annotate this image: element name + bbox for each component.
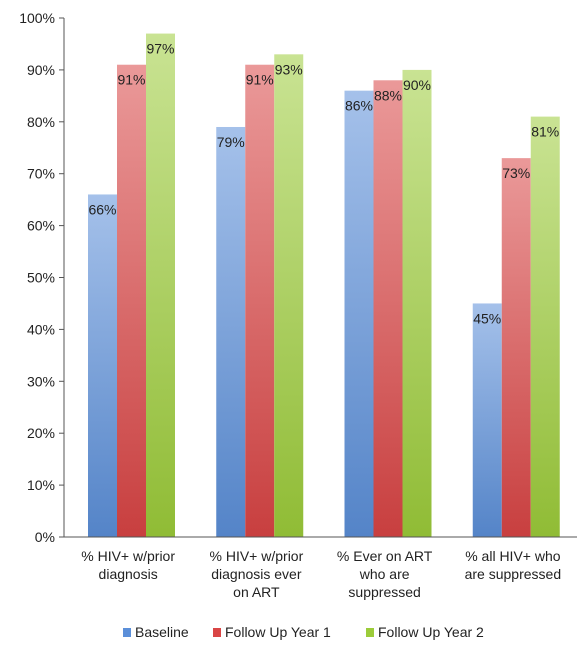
data-label: 81% — [531, 124, 559, 140]
x-category-label: who are — [359, 566, 410, 582]
bar-baseline-1 — [216, 126, 246, 538]
bar-baseline-3 — [472, 303, 502, 537]
legend-swatch — [366, 628, 374, 637]
bar-follow-up-year-1-2 — [373, 80, 403, 537]
bar-baseline-0 — [88, 194, 117, 537]
legend-swatch — [123, 628, 131, 637]
bar-baseline-2 — [344, 90, 374, 537]
x-category-label: on ART — [233, 584, 280, 600]
data-label: 45% — [473, 310, 501, 326]
data-label: 79% — [217, 134, 245, 150]
y-tick-label: 0% — [35, 529, 55, 545]
bar-follow-up-year-2-0 — [146, 33, 175, 537]
bar-follow-up-year-2-3 — [530, 116, 560, 538]
x-axis: % HIV+ w/prior diagnosis % HIV+ w/prior dia… — [64, 536, 577, 600]
y-tick-label: 70% — [27, 166, 55, 182]
bar-follow-up-year-1-1 — [245, 64, 275, 538]
y-axis: 0% 10% 20% 30% 40% 50% 60% 70% 80% 90% 100% — [19, 10, 65, 545]
bar-follow-up-year-2-1 — [274, 54, 304, 538]
legend: Baseline Follow Up Year 1 Follow Up Year 2 — [123, 624, 484, 640]
x-category-label: % all HIV+ who — [465, 548, 561, 564]
bar-follow-up-year-1-0 — [117, 64, 146, 538]
bars — [88, 33, 560, 538]
x-category-label: suppressed — [348, 584, 420, 600]
data-label: 97% — [146, 41, 174, 57]
bar-follow-up-year-1-3 — [501, 158, 531, 537]
x-category-label: % HIV+ w/prior — [81, 548, 175, 564]
y-tick-label: 10% — [27, 477, 55, 493]
x-category-label: diagnosis — [99, 566, 158, 582]
y-tick-label: 20% — [27, 425, 55, 441]
x-category-label: diagnosis ever — [211, 566, 302, 582]
data-label: 86% — [345, 98, 373, 114]
legend-label: Follow Up Year 2 — [378, 624, 484, 640]
x-category-label: are suppressed — [465, 566, 562, 582]
data-label: 66% — [88, 201, 116, 217]
data-label: 73% — [502, 165, 530, 181]
y-tick-label: 100% — [19, 10, 55, 26]
y-tick-label: 80% — [27, 114, 55, 130]
data-label: 93% — [275, 61, 303, 77]
data-label: 91% — [117, 72, 145, 88]
legend-swatch — [213, 628, 221, 637]
y-tick-label: 60% — [27, 218, 55, 234]
legend-label: Follow Up Year 1 — [225, 624, 331, 640]
y-tick-label: 90% — [27, 62, 55, 78]
data-label: 90% — [403, 77, 431, 93]
bar-follow-up-year-2-2 — [402, 69, 432, 538]
legend-label: Baseline — [135, 624, 189, 640]
data-label: 91% — [246, 72, 274, 88]
data-labels: 66%91%97%79%91%93%86%88%90%45%73%81% — [88, 41, 559, 327]
y-tick-label: 50% — [27, 270, 55, 286]
data-label: 88% — [374, 87, 402, 103]
x-category-label: % HIV+ w/prior — [210, 548, 304, 564]
x-category-label: % Ever on ART — [337, 548, 433, 564]
y-tick-label: 40% — [27, 321, 55, 337]
y-tick-label: 30% — [27, 373, 55, 389]
